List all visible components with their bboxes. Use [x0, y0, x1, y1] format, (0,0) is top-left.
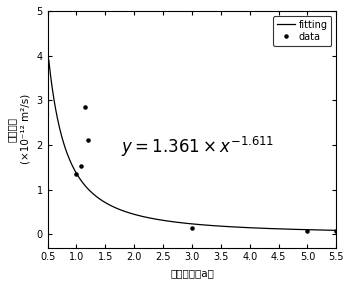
- data: [78, 165, 82, 168]
- fitting: [173, 220, 178, 224]
- Line: fitting: fitting: [49, 60, 336, 230]
- fitting: [163, 219, 167, 222]
- Legend: fitting, data: fitting, data: [273, 16, 331, 46]
- fitting: [334, 229, 338, 232]
- fitting: [276, 227, 280, 231]
- fitting: [47, 58, 51, 62]
- data: [190, 226, 194, 229]
- fitting: [271, 227, 275, 230]
- Text: $\mathit{y} = 1.361 \times \mathit{x}^{-1.611}$: $\mathit{y} = 1.361 \times \mathit{x}^{-…: [121, 135, 274, 159]
- Y-axis label: 扩散系数
(×10⁻¹² m²/s): 扩散系数 (×10⁻¹² m²/s): [7, 94, 31, 164]
- data: [334, 229, 338, 232]
- data: [74, 172, 79, 176]
- data: [86, 139, 90, 142]
- X-axis label: 暴露龄期（a）: 暴露龄期（a）: [170, 268, 214, 278]
- fitting: [244, 226, 248, 229]
- Line: data: data: [73, 104, 339, 234]
- data: [305, 229, 310, 233]
- data: [83, 105, 87, 109]
- fitting: [76, 174, 80, 178]
